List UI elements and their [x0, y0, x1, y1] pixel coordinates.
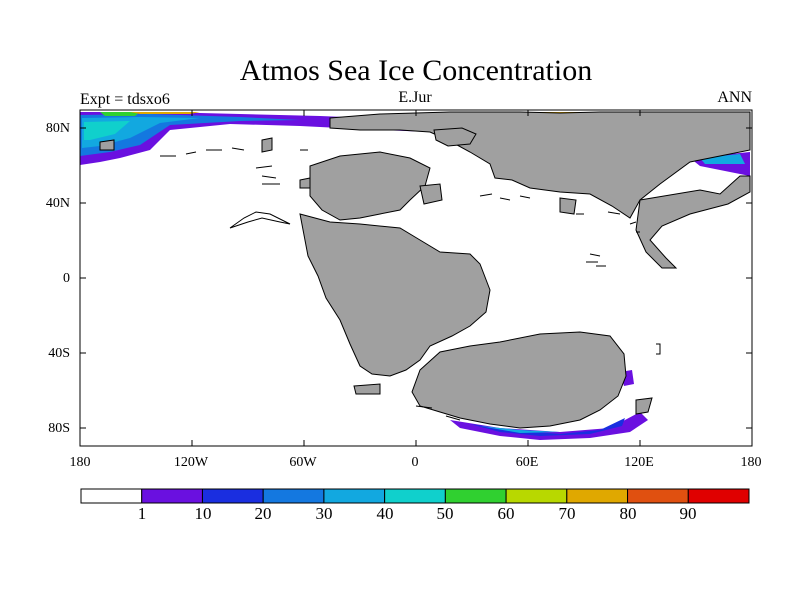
lat-label-80n: 80N	[45, 121, 70, 136]
land	[99, 111, 751, 429]
colorbar-label-70: 70	[558, 504, 576, 523]
coastlines	[160, 147, 661, 421]
period-label: E.Jur	[398, 89, 432, 106]
colorbar-box	[444, 488, 507, 504]
map-ticks	[80, 110, 752, 446]
colorbar-label-30: 30	[315, 504, 333, 523]
lon-label-120e: 120E	[624, 455, 654, 470]
colorbar-label-40: 40	[376, 504, 394, 523]
colorbar-box	[384, 488, 446, 504]
colorbar-box	[566, 488, 629, 504]
colorbar	[80, 488, 750, 504]
colorbar-box	[627, 488, 689, 504]
colorbar-label-1: 1	[137, 504, 147, 523]
colorbar-box	[687, 488, 750, 504]
page-title: Atmos Sea Ice Concentration	[239, 54, 593, 87]
colorbar-box	[323, 488, 386, 504]
lon-label-60e: 60E	[515, 455, 539, 470]
colorbar-label-80: 80	[619, 504, 637, 523]
colorbar-box	[141, 488, 203, 504]
lat-label-40n: 40N	[45, 196, 70, 211]
colorbar-label-60: 60	[497, 504, 515, 523]
colorbar-label-50: 50	[436, 504, 454, 523]
colorbar-box	[262, 488, 325, 504]
lon-label-180w: 180	[69, 455, 91, 470]
colorbar-box	[201, 488, 264, 504]
lon-label-120w: 120W	[173, 455, 209, 470]
colorbar-box	[505, 488, 568, 504]
colorbar-box	[80, 488, 143, 504]
season-label: ANN	[717, 89, 752, 106]
lat-label-40s: 40S	[48, 346, 70, 361]
lat-label-80s: 80S	[48, 421, 70, 436]
lon-label-60w: 60W	[289, 455, 317, 470]
lon-label-0: 0	[411, 455, 419, 470]
colorbar-label-90: 90	[679, 504, 697, 523]
colorbar-label-20: 20	[254, 504, 272, 523]
experiment-label: Expt = tdsxo6	[80, 91, 170, 108]
colorbar-label-10: 10	[194, 504, 212, 523]
lat-label-0: 0	[63, 271, 70, 286]
lon-label-180e: 180	[740, 455, 762, 470]
